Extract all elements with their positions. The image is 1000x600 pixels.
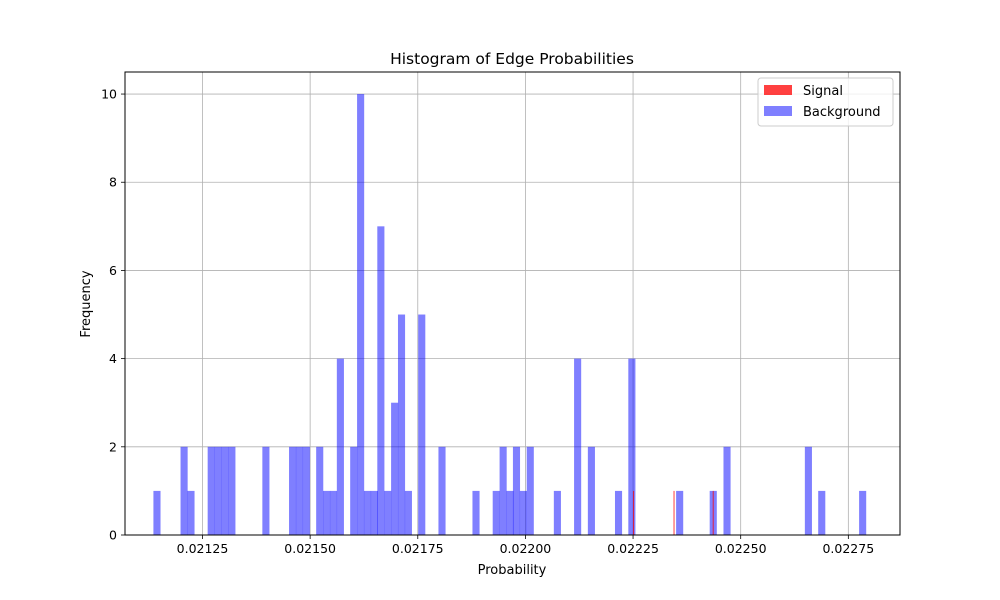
chart-title: Histogram of Edge Probabilities bbox=[390, 50, 634, 68]
background-bar bbox=[553, 490, 561, 535]
background-bar bbox=[302, 446, 310, 535]
background-bar bbox=[492, 490, 500, 535]
background-bar bbox=[221, 446, 229, 535]
x-tick-label: 0.02125 bbox=[177, 541, 229, 556]
background-bar bbox=[357, 94, 365, 536]
background-bar bbox=[262, 446, 270, 535]
background-bar bbox=[370, 490, 378, 535]
x-tick-label: 0.02250 bbox=[715, 541, 767, 556]
legend-signal-swatch bbox=[764, 85, 792, 95]
x-axis-label: Probability bbox=[478, 563, 547, 578]
signal-bar bbox=[712, 490, 714, 535]
background-bar bbox=[329, 490, 338, 535]
background-bar bbox=[363, 490, 372, 535]
background-bar bbox=[384, 490, 392, 535]
background-bar bbox=[438, 446, 446, 535]
background-bar bbox=[614, 490, 623, 535]
background-bar bbox=[228, 446, 236, 535]
background-bar bbox=[377, 226, 385, 536]
background-bar bbox=[295, 446, 304, 535]
background-bar bbox=[289, 446, 297, 535]
background-bar bbox=[153, 490, 161, 535]
y-tick-label: 8 bbox=[109, 175, 117, 190]
background-bar bbox=[316, 446, 324, 535]
legend: Signal Background bbox=[757, 77, 894, 127]
background-bar bbox=[214, 446, 222, 535]
background-bar bbox=[499, 446, 507, 535]
background-bar bbox=[723, 446, 731, 535]
background-bar bbox=[506, 490, 514, 535]
x-tick-label: 0.02225 bbox=[607, 541, 659, 556]
background-bar bbox=[323, 490, 331, 535]
background-bar bbox=[818, 490, 826, 535]
y-tick-label: 6 bbox=[109, 263, 117, 278]
y-tick-label: 0 bbox=[109, 528, 117, 543]
x-tick-label: 0.02200 bbox=[500, 541, 552, 556]
signal-bar bbox=[673, 490, 675, 535]
background-bar bbox=[418, 314, 426, 535]
background-bar bbox=[391, 402, 399, 535]
x-tick-label: 0.02150 bbox=[284, 541, 336, 556]
background-bar bbox=[859, 490, 867, 535]
background-bar bbox=[512, 446, 521, 535]
background-bar bbox=[804, 446, 812, 535]
y-tick-label: 4 bbox=[109, 351, 117, 366]
legend-signal-label: Signal bbox=[803, 84, 843, 99]
background-bar bbox=[526, 446, 534, 535]
x-tick-label: 0.02175 bbox=[392, 541, 444, 556]
background-bar bbox=[187, 490, 195, 535]
signal-bar bbox=[633, 490, 635, 535]
background-bar bbox=[350, 446, 358, 535]
background-bar bbox=[180, 446, 188, 535]
background-bar bbox=[676, 490, 684, 535]
y-axis-ticks: 0 2 4 6 8 10 bbox=[101, 87, 125, 543]
background-bar bbox=[574, 358, 582, 535]
background-bar bbox=[519, 490, 527, 535]
y-tick-label: 10 bbox=[101, 87, 117, 102]
x-axis-ticks: 0.02125 0.02150 0.02175 0.02200 0.02225 0.022… bbox=[177, 535, 874, 556]
background-bar bbox=[404, 490, 412, 535]
background-bar bbox=[628, 358, 636, 535]
y-tick-label: 2 bbox=[109, 439, 117, 454]
background-bar bbox=[587, 446, 595, 535]
legend-background-label: Background bbox=[803, 105, 881, 120]
y-axis-label: Frequency bbox=[79, 270, 94, 337]
background-bar bbox=[397, 314, 406, 535]
background-bars bbox=[153, 94, 867, 536]
background-bar bbox=[207, 446, 215, 535]
signal-bars bbox=[633, 490, 714, 535]
background-bar bbox=[336, 358, 344, 535]
background-bar bbox=[472, 490, 480, 535]
x-tick-label: 0.02275 bbox=[822, 541, 874, 556]
legend-background-swatch bbox=[764, 106, 792, 116]
plot-frame bbox=[124, 71, 901, 536]
